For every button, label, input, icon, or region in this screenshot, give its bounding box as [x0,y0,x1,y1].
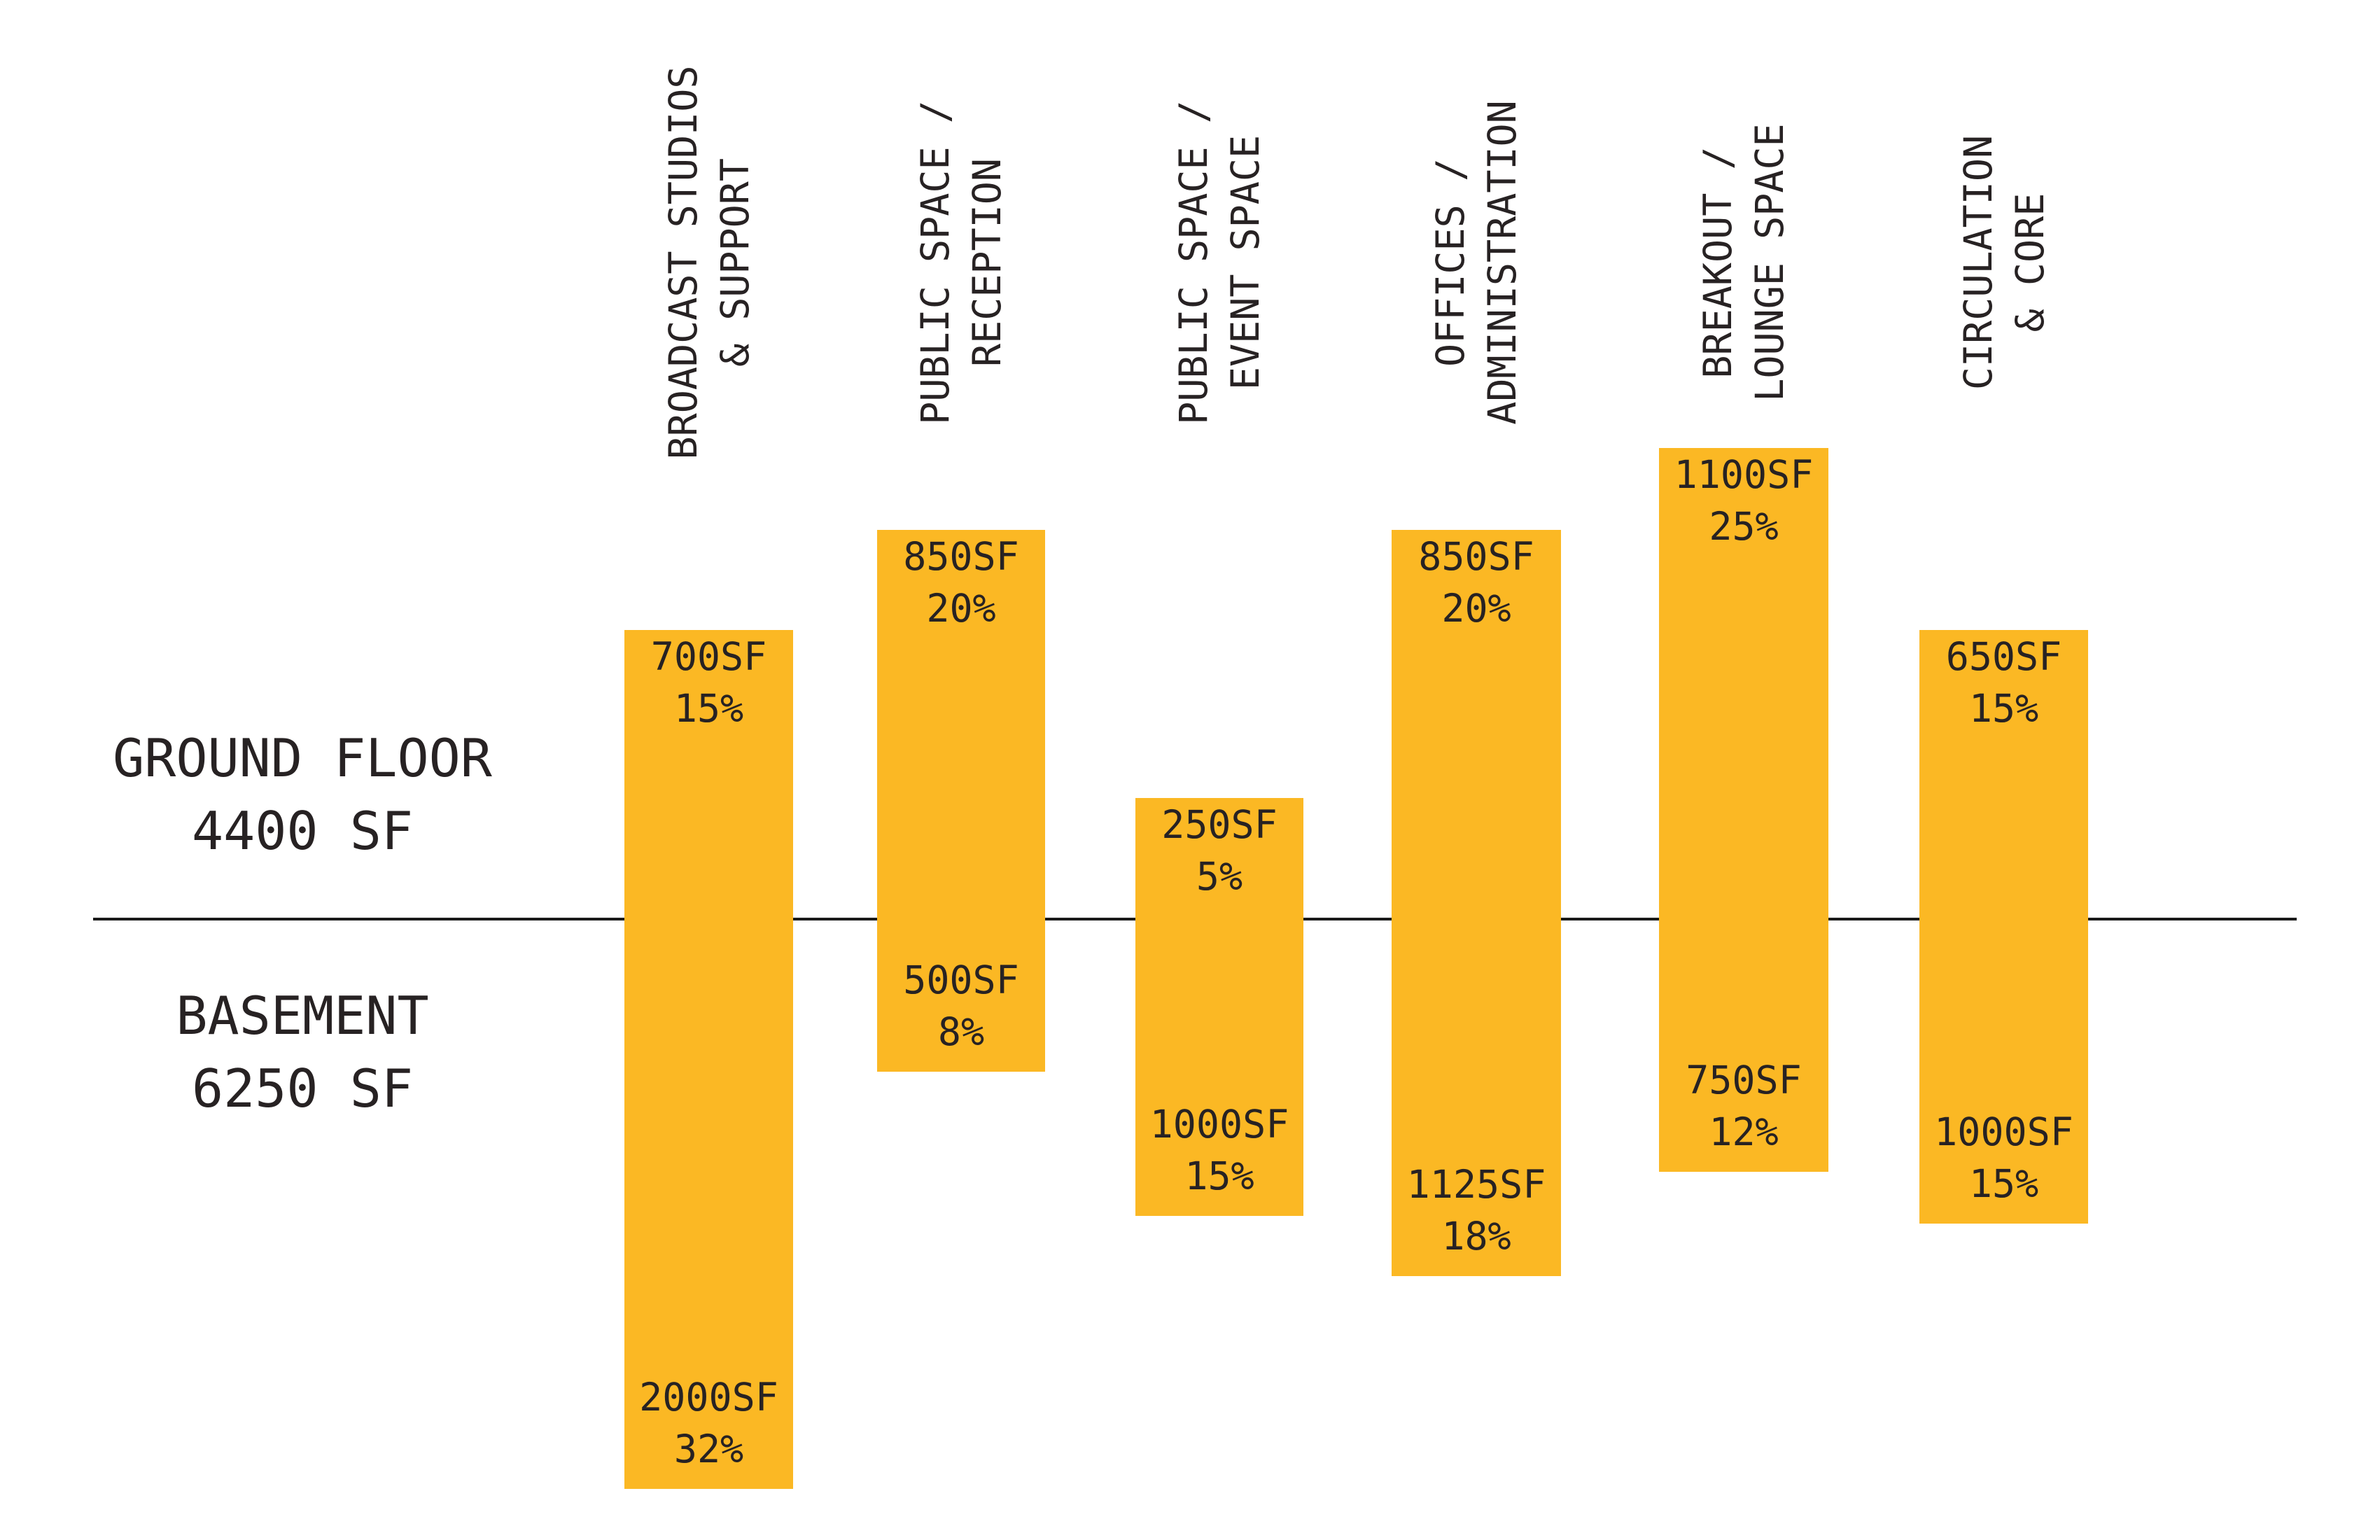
ground-value-breakout-lounge-space: 1100SF 25% [1659,449,1828,552]
category-label-line1: OFFICES / [1428,158,1473,368]
ground-value-public-space-reception: 850SF 20% [877,531,1045,634]
ground-value-circulation-core-sf: 650SF [1945,634,2062,679]
category-label-line2: RECEPTION [965,158,1009,368]
bar-circulation-core [1919,630,2088,1224]
ground-value-offices-administration: 850SF 20% [1392,531,1561,634]
basement-value-circulation-core-sf: 1000SF [1934,1110,2073,1154]
basement-total: 6250 SF [191,1058,414,1119]
ground-value-offices-administration-pct: 20% [1441,586,1511,631]
bar-public-space-reception [877,530,1045,1072]
basement-value-offices-administration-sf: 1125SF [1406,1162,1546,1207]
ground-value-circulation-core: 650SF 15% [1919,631,2088,734]
basement-value-public-space-event-space: 1000SF 15% [1135,1098,1303,1202]
category-label-line1: PUBLIC SPACE / [913,100,958,425]
category-label-public-space-reception: PUBLIC SPACE / RECEPTION [909,21,1013,504]
bar-public-space-event-space [1135,798,1303,1216]
basement-value-public-space-reception-sf: 500SF [903,958,1019,1002]
ground-value-broadcast-studios-support-sf: 700SF [650,634,767,679]
ground-value-public-space-reception-pct: 20% [926,586,996,631]
basement-value-breakout-lounge-space-pct: 12% [1709,1110,1779,1154]
basement-label: BASEMENT 6250 SF [111,979,493,1125]
ground-value-breakout-lounge-space-pct: 25% [1709,504,1779,549]
ground-value-circulation-core-pct: 15% [1968,686,2039,731]
ground-value-broadcast-studios-support: 700SF 15% [624,631,793,734]
basement-value-broadcast-studios-support-pct: 32% [673,1427,744,1471]
category-label-breakout-lounge-space: BREAKOUT / LOUNGE SPACE [1692,21,1795,504]
basement-value-circulation-core-pct: 15% [1968,1161,2039,1206]
basement-value-broadcast-studios-support: 2000SF 32% [624,1371,793,1475]
category-label-broadcast-studios-support: BROADCAST STUDIOS & SUPPORT [657,21,761,504]
ground-value-public-space-reception-sf: 850SF [903,534,1019,579]
basement-value-circulation-core: 1000SF 15% [1919,1106,2088,1210]
basement-name: BASEMENT [176,985,429,1046]
ground-value-broadcast-studios-support-pct: 15% [673,686,744,731]
ground-value-breakout-lounge-space-sf: 1100SF [1674,452,1814,497]
category-label-line1: CIRCULATION [1955,134,2001,391]
category-label-offices-administration: OFFICES / ADMINISTRATION [1424,21,1528,504]
bar-breakout-lounge-space [1659,448,1828,1172]
ground-value-public-space-event-space-sf: 250SF [1161,802,1278,847]
ground-value-offices-administration-sf: 850SF [1418,534,1534,579]
bar-offices-administration [1392,530,1561,1276]
ground-floor-total: 4400 SF [191,800,414,862]
category-label-circulation-core: CIRCULATION & CORE [1952,21,2056,504]
basement-value-breakout-lounge-space: 750SF 12% [1659,1054,1828,1158]
basement-value-broadcast-studios-support-sf: 2000SF [639,1375,778,1420]
basement-value-offices-administration: 1125SF 18% [1392,1158,1561,1262]
category-label-public-space-event-space: PUBLIC SPACE / EVENT SPACE [1168,21,1271,504]
category-label-line2: & CORE [2007,192,2052,332]
basement-value-breakout-lounge-space-sf: 750SF [1686,1058,1802,1102]
basement-value-public-space-event-space-pct: 15% [1184,1154,1254,1198]
basement-value-offices-administration-pct: 18% [1441,1214,1511,1259]
ground-floor-label: GROUND FLOOR 4400 SF [111,722,493,867]
ground-floor-name: GROUND FLOOR [113,727,492,789]
category-label-line2: & SUPPORT [712,158,757,368]
category-label-line1: BREAKOUT / [1695,146,1740,379]
category-label-line2: EVENT SPACE [1223,134,1268,391]
basement-value-public-space-event-space-sf: 1000SF [1149,1102,1289,1147]
bar-broadcast-studios-support [624,630,793,1489]
basement-value-public-space-reception: 500SF 8% [877,954,1045,1058]
category-label-line2: ADMINISTRATION [1480,100,1525,425]
category-label-line1: BROADCAST STUDIOS [660,65,706,460]
ground-value-public-space-event-space: 250SF 5% [1135,799,1303,902]
basement-value-public-space-reception-pct: 8% [937,1009,985,1054]
ground-value-public-space-event-space-pct: 5% [1196,854,1243,899]
category-label-line2: LOUNGE SPACE [1747,123,1792,402]
category-label-line1: PUBLIC SPACE / [1171,100,1216,425]
